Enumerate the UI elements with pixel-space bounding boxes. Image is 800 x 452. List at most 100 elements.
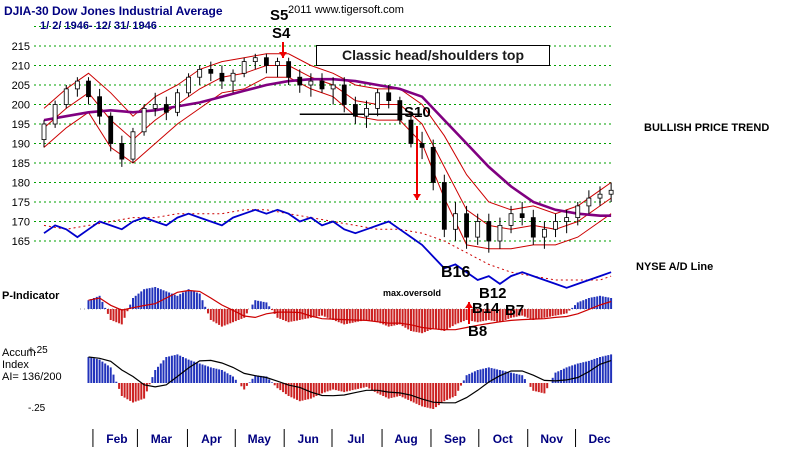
candle-body — [308, 80, 314, 86]
candle-body — [564, 217, 570, 222]
candle-body — [141, 108, 147, 133]
candle-body — [408, 119, 414, 144]
candle-body — [386, 92, 392, 102]
candle-body — [52, 104, 58, 125]
candle-body — [553, 221, 558, 230]
candle-body — [419, 143, 425, 148]
candle-body — [319, 80, 325, 90]
candle-body — [375, 92, 381, 109]
candle-body — [330, 84, 336, 90]
month-label: Dec — [589, 432, 611, 446]
y-axis-label: 200 — [12, 100, 30, 112]
month-label: Jun — [298, 432, 319, 446]
candle-body — [352, 104, 358, 117]
candle-body — [175, 92, 180, 113]
max-oversold-label: max.oversold — [383, 288, 442, 298]
month-label: Aug — [394, 432, 417, 446]
y-axis-label: 215 — [12, 41, 30, 53]
chart-date-range: 1/ 2/ 1946- 12/ 31/ 1946 — [40, 20, 157, 32]
head-shoulders-annotation: Classic head/shoulders top — [316, 45, 550, 66]
accum-label: Accum — [2, 347, 36, 359]
bullish-trend-label: BULLISH PRICE TREND — [644, 122, 770, 134]
y-axis-label: 170 — [12, 217, 30, 229]
chart-title: DJIA-30 Dow Jones Industrial Average — [4, 4, 223, 18]
candle-body — [197, 69, 203, 78]
candle-body — [586, 197, 592, 207]
candle-body — [275, 61, 280, 66]
candle-body — [464, 213, 469, 238]
annotation-B8: B8 — [468, 323, 487, 340]
candle-body — [542, 228, 547, 238]
candle-body — [119, 143, 125, 160]
month-label: Feb — [106, 432, 127, 446]
annotation-B16: B16 — [441, 264, 470, 281]
month-label: Nov — [540, 432, 563, 446]
candle-body — [441, 182, 447, 230]
candle-body — [497, 224, 503, 242]
month-label: Mar — [151, 432, 173, 446]
red-ma-line — [43, 65, 612, 230]
candle-body — [397, 100, 403, 121]
y-axis-label: 180 — [12, 178, 30, 190]
candle-body — [186, 76, 191, 94]
candle-body — [208, 69, 214, 74]
candle-body — [86, 80, 91, 98]
candle-body — [219, 72, 225, 82]
candle-body — [41, 123, 47, 140]
candle-body — [230, 72, 236, 82]
candle-body — [163, 104, 169, 113]
index-label: Index — [2, 359, 29, 371]
candle-body — [97, 96, 102, 117]
candle-body — [508, 213, 514, 226]
arrow-head-icon — [279, 52, 287, 58]
upper-band-line — [43, 53, 612, 215]
y-axis-label: 210 — [12, 61, 30, 73]
month-label: Jul — [347, 432, 364, 446]
p-indicator-label: P-Indicator — [2, 290, 60, 302]
candle-body — [430, 146, 436, 183]
candle-body — [297, 76, 303, 86]
arrow-head-icon — [413, 194, 421, 200]
nyse-ad-line — [43, 208, 612, 289]
ad-ma-dotted-line — [43, 209, 612, 281]
annotation-S10: S10 — [404, 104, 431, 121]
annotation-B12: B12 — [479, 285, 507, 302]
annotation-S5: S5 — [270, 7, 288, 24]
candle-body — [74, 80, 80, 90]
candle-body — [130, 131, 136, 160]
y-axis-label: 175 — [12, 197, 30, 209]
arrow-head-icon — [465, 302, 473, 308]
y-axis-label: 205 — [12, 80, 30, 92]
nyse-ad-line-label: NYSE A/D Line — [636, 261, 714, 273]
accum-plus-axis-label: +.25 — [28, 345, 48, 356]
y-axis-label: 165 — [12, 236, 30, 248]
accum-index-line — [88, 356, 612, 404]
candle-body — [63, 88, 69, 105]
candle-body — [252, 57, 258, 63]
candle-body — [608, 189, 614, 195]
candle-body — [263, 57, 269, 66]
candle-body — [364, 108, 369, 117]
month-label: Apr — [201, 432, 222, 446]
y-axis-label: 195 — [12, 119, 30, 131]
candle-body — [597, 193, 603, 199]
candle-body — [341, 84, 347, 105]
ai-ratio-label: AI= 136/200 — [2, 371, 62, 383]
candle-body — [519, 213, 525, 218]
annotation-B14: B14 — [472, 300, 500, 317]
candle-body — [475, 221, 481, 238]
month-label: Oct — [493, 432, 513, 446]
copyright-text: 2011 www.tigersoft.com — [288, 4, 404, 16]
candle-body — [152, 104, 158, 109]
candle-body — [530, 217, 536, 238]
candle-body — [575, 205, 581, 218]
y-axis-label: 185 — [12, 158, 30, 170]
candle-body — [286, 61, 292, 78]
candle-body — [241, 61, 247, 74]
purple-trend-line — [43, 77, 612, 217]
candle-body — [453, 213, 458, 230]
annotation-B7: B7 — [505, 302, 524, 319]
annotation-S4: S4 — [272, 25, 291, 42]
